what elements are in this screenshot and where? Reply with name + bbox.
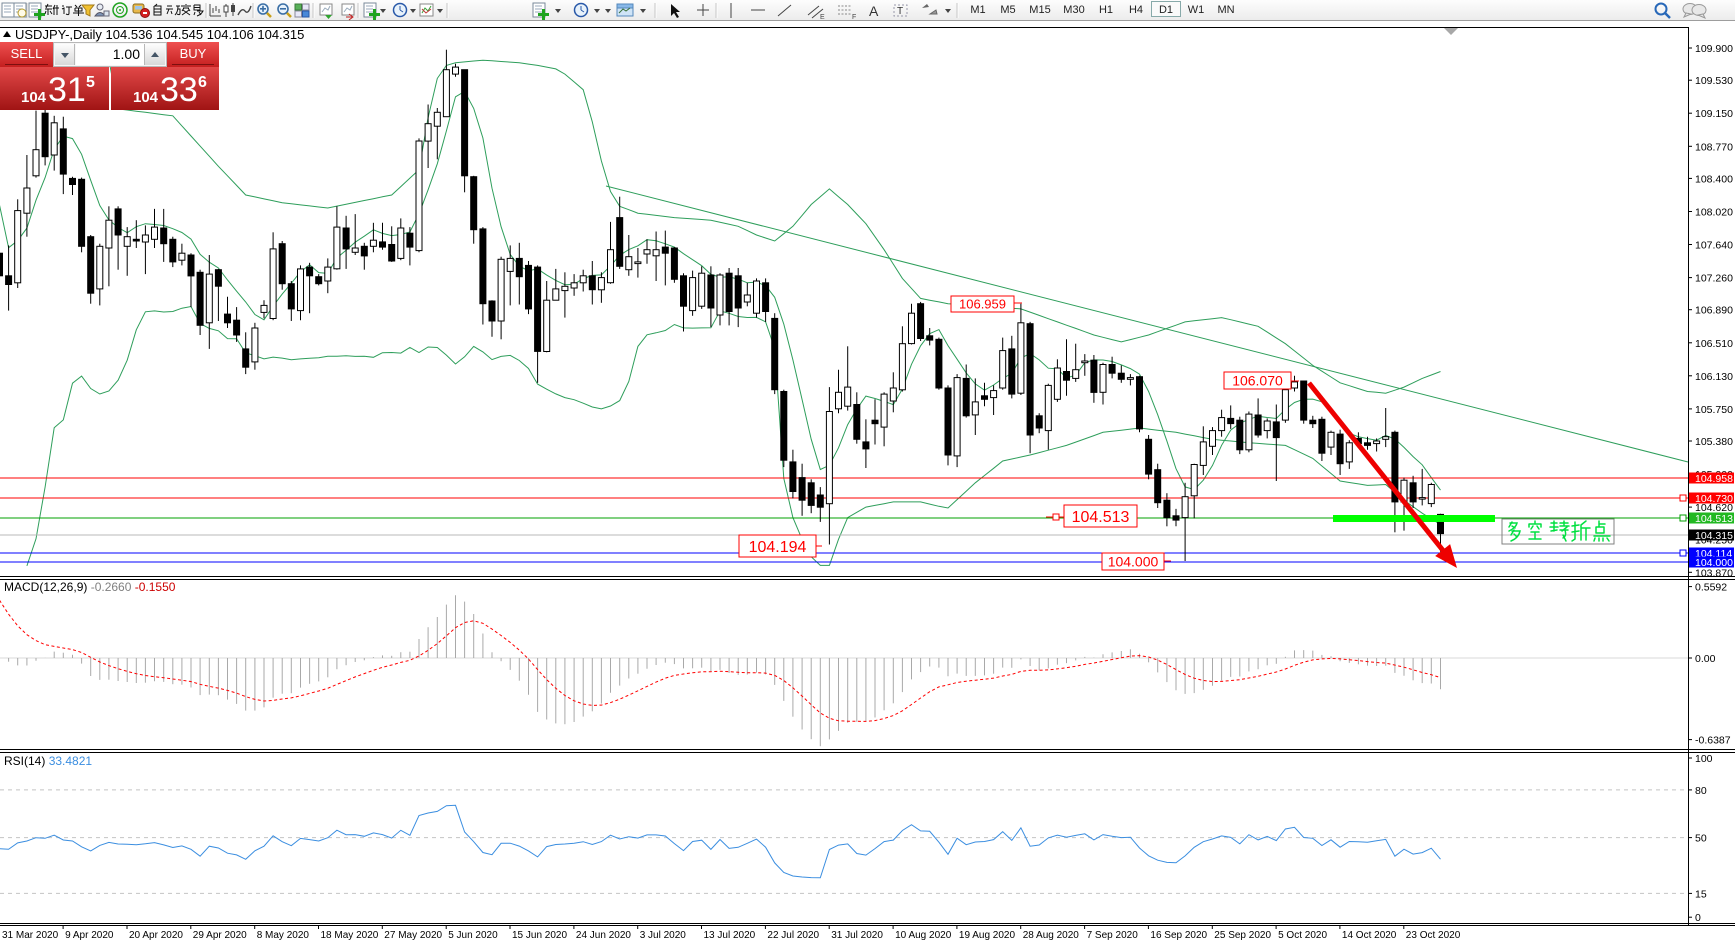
svg-text:105.380: 105.380 <box>1695 436 1733 448</box>
svg-text:29 Apr 2020: 29 Apr 2020 <box>193 930 247 941</box>
svg-text:A: A <box>869 3 879 19</box>
svg-text:107.260: 107.260 <box>1695 273 1733 285</box>
svg-text:106.070: 106.070 <box>1232 373 1283 389</box>
svg-text:15 Jun 2020: 15 Jun 2020 <box>512 930 567 941</box>
svg-text:15: 15 <box>1695 888 1707 900</box>
svg-text:100: 100 <box>1695 753 1713 765</box>
svg-text:USDJPY-,Daily 104.536 104.545: USDJPY-,Daily 104.536 104.545 104.106 10… <box>15 27 304 42</box>
svg-text:0.00: 0.00 <box>1695 653 1716 665</box>
svg-text:7 Sep 2020: 7 Sep 2020 <box>1087 930 1139 941</box>
svg-text:-0.6387: -0.6387 <box>1695 735 1731 747</box>
svg-text:23 Oct 2020: 23 Oct 2020 <box>1406 930 1461 941</box>
svg-text:109.530: 109.530 <box>1695 75 1733 87</box>
svg-text:109.150: 109.150 <box>1695 108 1733 120</box>
svg-text:18 May 2020: 18 May 2020 <box>321 930 379 941</box>
svg-text:106.959: 106.959 <box>959 297 1006 312</box>
svg-text:27 May 2020: 27 May 2020 <box>384 930 442 941</box>
svg-text:24 Jun 2020: 24 Jun 2020 <box>576 930 631 941</box>
svg-text:104.513: 104.513 <box>1072 509 1130 526</box>
svg-text:5 Jun 2020: 5 Jun 2020 <box>448 930 498 941</box>
svg-text:31 Jul 2020: 31 Jul 2020 <box>831 930 883 941</box>
svg-text:22 Jul 2020: 22 Jul 2020 <box>767 930 819 941</box>
svg-text:10 Aug 2020: 10 Aug 2020 <box>895 930 952 941</box>
svg-text:104.315: 104.315 <box>1695 530 1733 542</box>
svg-text:5 Oct 2020: 5 Oct 2020 <box>1278 930 1327 941</box>
svg-text:109.900: 109.900 <box>1695 43 1733 55</box>
svg-text:3 Jul 2020: 3 Jul 2020 <box>640 930 687 941</box>
svg-text:19 Aug 2020: 19 Aug 2020 <box>959 930 1016 941</box>
svg-text:108.020: 108.020 <box>1695 207 1733 219</box>
svg-text:103.870: 103.870 <box>1695 567 1733 579</box>
svg-text:104.000: 104.000 <box>1695 557 1733 569</box>
svg-text:MACD(12,26,9) -0.2660 -0.1550: MACD(12,26,9) -0.2660 -0.1550 <box>4 580 176 594</box>
svg-text:13 Jul 2020: 13 Jul 2020 <box>704 930 756 941</box>
svg-text:F: F <box>852 14 856 21</box>
svg-text:104.513: 104.513 <box>1695 513 1733 525</box>
svg-text:105.750: 105.750 <box>1695 404 1733 416</box>
svg-text:25 Sep 2020: 25 Sep 2020 <box>1214 930 1271 941</box>
svg-text:31 Mar 2020: 31 Mar 2020 <box>2 930 59 941</box>
svg-text:0.5592: 0.5592 <box>1695 582 1727 594</box>
svg-text:RSI(14) 33.4821: RSI(14) 33.4821 <box>4 754 92 768</box>
svg-text:0: 0 <box>1695 912 1701 924</box>
svg-text:104.194: 104.194 <box>749 539 807 556</box>
svg-text:14 Oct 2020: 14 Oct 2020 <box>1342 930 1397 941</box>
svg-text:20 Apr 2020: 20 Apr 2020 <box>129 930 183 941</box>
svg-text:8 May 2020: 8 May 2020 <box>257 930 310 941</box>
svg-text:106.510: 106.510 <box>1695 338 1733 350</box>
svg-text:104.730: 104.730 <box>1695 493 1733 505</box>
svg-text:16 Sep 2020: 16 Sep 2020 <box>1150 930 1207 941</box>
svg-text:107.640: 107.640 <box>1695 240 1733 252</box>
svg-text:106.890: 106.890 <box>1695 305 1733 317</box>
svg-text:104.620: 104.620 <box>1695 502 1733 514</box>
svg-text:50: 50 <box>1695 833 1707 845</box>
svg-text:104.958: 104.958 <box>1695 473 1733 485</box>
svg-text:108.770: 108.770 <box>1695 141 1733 153</box>
svg-text:9 Apr 2020: 9 Apr 2020 <box>65 930 114 941</box>
svg-text:T: T <box>897 6 903 17</box>
svg-text:108.400: 108.400 <box>1695 173 1733 185</box>
svg-text:106.130: 106.130 <box>1695 371 1733 383</box>
svg-text:80: 80 <box>1695 785 1707 797</box>
svg-text:28 Aug 2020: 28 Aug 2020 <box>1023 930 1080 941</box>
svg-text:E: E <box>820 14 825 21</box>
svg-text:104.000: 104.000 <box>1108 554 1159 570</box>
